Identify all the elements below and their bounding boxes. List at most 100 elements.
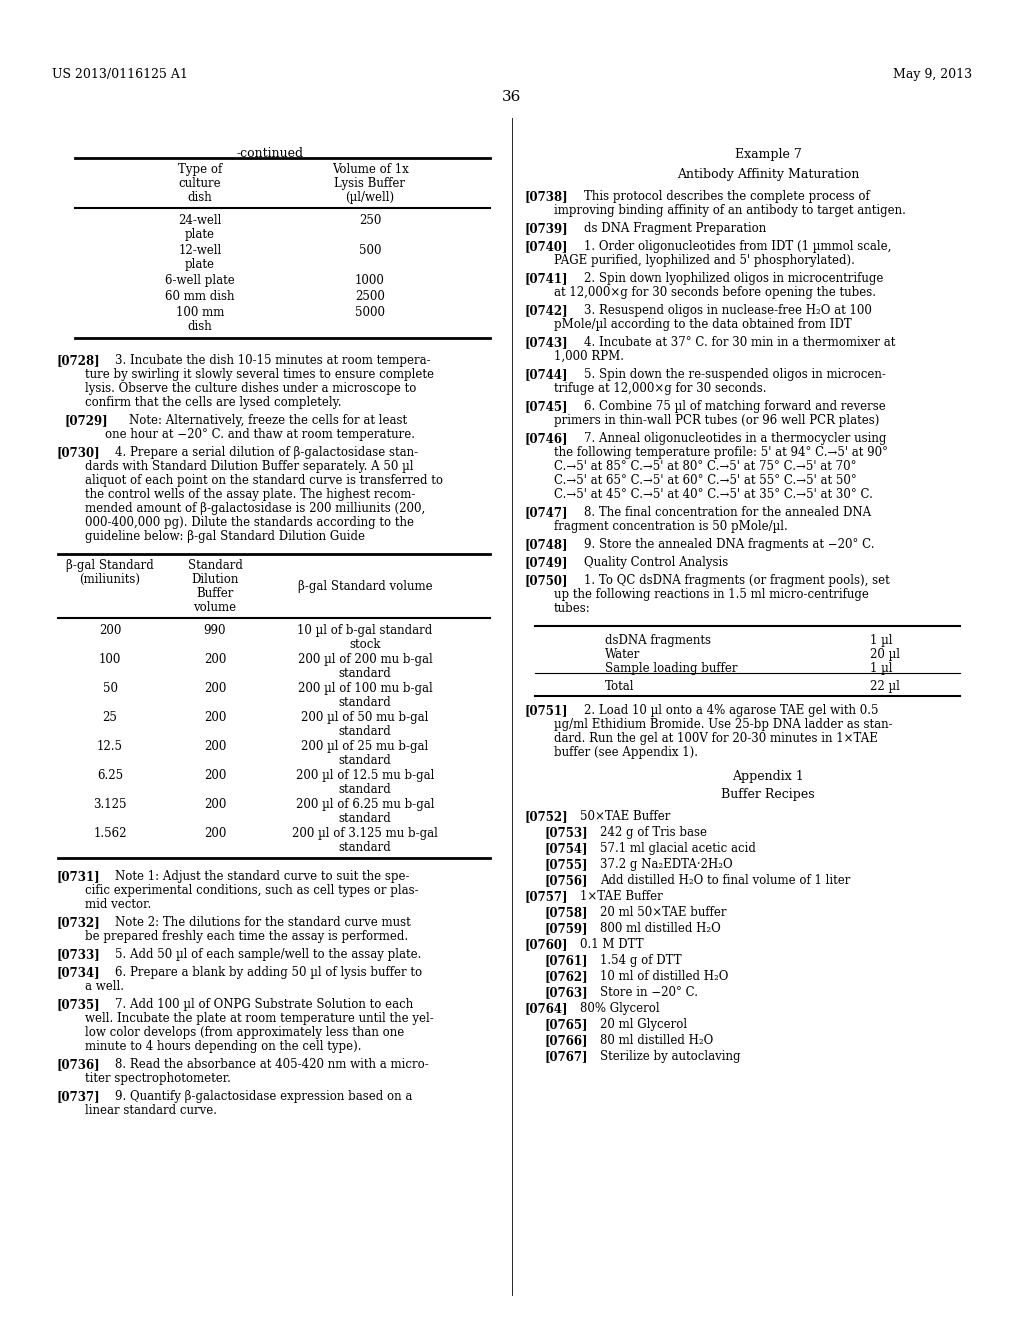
Text: Type of: Type of (178, 162, 222, 176)
Text: 4. Prepare a serial dilution of β-galactosidase stan-: 4. Prepare a serial dilution of β-galact… (115, 446, 418, 459)
Text: guideline below: β-gal Standard Dilution Guide: guideline below: β-gal Standard Dilution… (85, 531, 365, 543)
Text: fragment concentration is 50 pMole/µl.: fragment concentration is 50 pMole/µl. (554, 520, 787, 533)
Text: 200 µl of 200 mu b-gal: 200 µl of 200 mu b-gal (298, 653, 432, 667)
Text: Store in −20° C.: Store in −20° C. (600, 986, 698, 999)
Text: 12.5: 12.5 (97, 741, 123, 752)
Text: [0759]: [0759] (544, 921, 588, 935)
Text: 0.1 M DTT: 0.1 M DTT (580, 939, 644, 950)
Text: a well.: a well. (85, 979, 124, 993)
Text: Note 1: Adjust the standard curve to suit the spe-: Note 1: Adjust the standard curve to sui… (115, 870, 410, 883)
Text: 5. Spin down the re-suspended oligos in microcen-: 5. Spin down the re-suspended oligos in … (584, 368, 886, 381)
Text: [0730]: [0730] (57, 446, 100, 459)
Text: 1. To QC dsDNA fragments (or fragment pools), set: 1. To QC dsDNA fragments (or fragment po… (584, 574, 890, 587)
Text: at 12,000×g for 30 seconds before opening the tubes.: at 12,000×g for 30 seconds before openin… (554, 286, 876, 300)
Text: stock: stock (349, 638, 381, 651)
Text: 1.54 g of DTT: 1.54 g of DTT (600, 954, 682, 968)
Text: mended amount of β-galactosidase is 200 milliunits (200,: mended amount of β-galactosidase is 200 … (85, 502, 425, 515)
Text: [0754]: [0754] (544, 842, 588, 855)
Text: [0758]: [0758] (544, 906, 588, 919)
Text: 200: 200 (204, 653, 226, 667)
Text: [0740]: [0740] (524, 240, 567, 253)
Text: 12-well: 12-well (178, 244, 221, 257)
Text: 6.25: 6.25 (97, 770, 123, 781)
Text: 200: 200 (204, 770, 226, 781)
Text: 1 µl: 1 µl (870, 634, 893, 647)
Text: 200: 200 (204, 799, 226, 810)
Text: [0747]: [0747] (524, 506, 567, 519)
Text: 4. Incubate at 37° C. for 30 min in a thermomixer at: 4. Incubate at 37° C. for 30 min in a th… (584, 337, 895, 348)
Text: dish: dish (187, 191, 212, 205)
Text: C.→5' at 85° C.→5' at 80° C.→5' at 75° C.→5' at 70°: C.→5' at 85° C.→5' at 80° C.→5' at 75° C… (554, 459, 856, 473)
Text: [0755]: [0755] (544, 858, 588, 871)
Text: 9. Quantify β-galactosidase expression based on a: 9. Quantify β-galactosidase expression b… (115, 1090, 413, 1104)
Text: 10 µl of b-gal standard: 10 µl of b-gal standard (297, 624, 432, 638)
Text: 1. Order oligonucleotides from IDT (1 µmmol scale,: 1. Order oligonucleotides from IDT (1 µm… (584, 240, 891, 253)
Text: well. Incubate the plate at room temperature until the yel-: well. Incubate the plate at room tempera… (85, 1012, 434, 1026)
Text: [0735]: [0735] (57, 998, 100, 1011)
Text: plate: plate (185, 228, 215, 242)
Text: 200: 200 (204, 741, 226, 752)
Text: [0766]: [0766] (544, 1034, 588, 1047)
Text: 1,000 RPM.: 1,000 RPM. (554, 350, 624, 363)
Text: 36: 36 (503, 90, 521, 104)
Text: [0728]: [0728] (57, 354, 100, 367)
Text: Volume of 1x: Volume of 1x (332, 162, 409, 176)
Text: the control wells of the assay plate. The highest recom-: the control wells of the assay plate. Th… (85, 488, 416, 502)
Text: [0764]: [0764] (524, 1002, 567, 1015)
Text: 22 µl: 22 µl (870, 680, 900, 693)
Text: [0744]: [0744] (524, 368, 567, 381)
Text: 3. Resuspend oligos in nuclease-free H₂O at 100: 3. Resuspend oligos in nuclease-free H₂O… (584, 304, 871, 317)
Text: [0751]: [0751] (524, 704, 567, 717)
Text: the following temperature profile: 5' at 94° C.→5' at 90°: the following temperature profile: 5' at… (554, 446, 888, 459)
Text: [0750]: [0750] (524, 574, 567, 587)
Text: 50: 50 (102, 682, 118, 696)
Text: 1×TAE Buffer: 1×TAE Buffer (580, 890, 663, 903)
Text: 200 µl of 3.125 mu b-gal: 200 µl of 3.125 mu b-gal (292, 828, 438, 840)
Text: Note: Alternatively, freeze the cells for at least: Note: Alternatively, freeze the cells fo… (129, 414, 408, 426)
Text: [0749]: [0749] (524, 556, 567, 569)
Text: C.→5' at 45° C.→5' at 40° C.→5' at 35° C.→5' at 30° C.: C.→5' at 45° C.→5' at 40° C.→5' at 35° C… (554, 488, 872, 502)
Text: 3. Incubate the dish 10-15 minutes at room tempera-: 3. Incubate the dish 10-15 minutes at ro… (115, 354, 431, 367)
Text: Sterilize by autoclaving: Sterilize by autoclaving (600, 1049, 740, 1063)
Text: 242 g of Tris base: 242 g of Tris base (600, 826, 707, 840)
Text: low color develops (from approximately less than one: low color develops (from approximately l… (85, 1026, 404, 1039)
Text: Add distilled H₂O to final volume of 1 liter: Add distilled H₂O to final volume of 1 l… (600, 874, 850, 887)
Text: 200 µl of 12.5 mu b-gal: 200 µl of 12.5 mu b-gal (296, 770, 434, 781)
Text: ds DNA Fragment Preparation: ds DNA Fragment Preparation (584, 222, 766, 235)
Text: dsDNA fragments: dsDNA fragments (605, 634, 711, 647)
Text: volume: volume (194, 601, 237, 614)
Text: This protocol describes the complete process of: This protocol describes the complete pro… (584, 190, 869, 203)
Text: 8. The final concentration for the annealed DNA: 8. The final concentration for the annea… (584, 506, 871, 519)
Text: plate: plate (185, 257, 215, 271)
Text: 100 mm: 100 mm (176, 306, 224, 319)
Text: pMole/µl according to the data obtained from IDT: pMole/µl according to the data obtained … (554, 318, 852, 331)
Text: [0739]: [0739] (524, 222, 567, 235)
Text: 6. Prepare a blank by adding 50 µl of lysis buffer to: 6. Prepare a blank by adding 50 µl of ly… (115, 966, 422, 979)
Text: standard: standard (339, 812, 391, 825)
Text: [0745]: [0745] (524, 400, 567, 413)
Text: 200 µl of 100 mu b-gal: 200 µl of 100 mu b-gal (298, 682, 432, 696)
Text: Lysis Buffer: Lysis Buffer (335, 177, 406, 190)
Text: (µl/well): (µl/well) (345, 191, 394, 205)
Text: ture by swirling it slowly several times to ensure complete: ture by swirling it slowly several times… (85, 368, 434, 381)
Text: [0767]: [0767] (544, 1049, 588, 1063)
Text: linear standard curve.: linear standard curve. (85, 1104, 217, 1117)
Text: [0753]: [0753] (544, 826, 588, 840)
Text: Water: Water (605, 648, 640, 661)
Text: standard: standard (339, 754, 391, 767)
Text: 2. Spin down lyophilized oligos in microcentrifuge: 2. Spin down lyophilized oligos in micro… (584, 272, 884, 285)
Text: 80% Glycerol: 80% Glycerol (580, 1002, 659, 1015)
Text: 10 ml of distilled H₂O: 10 ml of distilled H₂O (600, 970, 728, 983)
Text: dards with Standard Dilution Buffer separately. A 50 µl: dards with Standard Dilution Buffer sepa… (85, 459, 414, 473)
Text: [0760]: [0760] (524, 939, 567, 950)
Text: 800 ml distilled H₂O: 800 ml distilled H₂O (600, 921, 721, 935)
Text: C.→5' at 65° C.→5' at 60° C.→5' at 55° C.→5' at 50°: C.→5' at 65° C.→5' at 60° C.→5' at 55° C… (554, 474, 857, 487)
Text: Standard: Standard (187, 558, 243, 572)
Text: 6. Combine 75 µl of matching forward and reverse: 6. Combine 75 µl of matching forward and… (584, 400, 886, 413)
Text: [0742]: [0742] (524, 304, 567, 317)
Text: [0741]: [0741] (524, 272, 567, 285)
Text: PAGE purified, lyophilized and 5' phosphorylated).: PAGE purified, lyophilized and 5' phosph… (554, 253, 855, 267)
Text: be prepared freshly each time the assay is performed.: be prepared freshly each time the assay … (85, 931, 409, 942)
Text: dish: dish (187, 319, 212, 333)
Text: -continued: -continued (237, 147, 303, 160)
